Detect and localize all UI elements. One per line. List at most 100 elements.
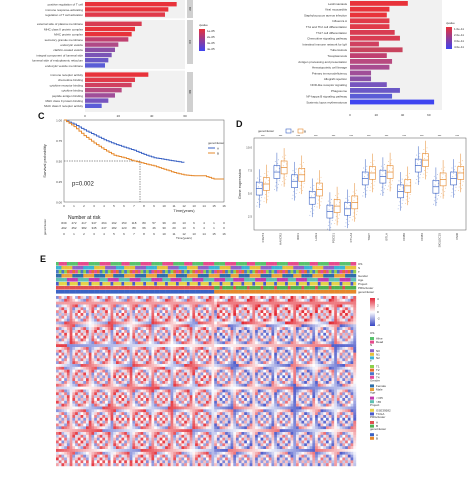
annot-cell (113, 274, 116, 278)
box-point (281, 184, 282, 185)
box-point (460, 171, 461, 172)
heatmap-cell (315, 324, 318, 327)
heatmap-cell (162, 353, 165, 356)
heatmap-cell (70, 370, 73, 373)
heatmap-cell (173, 381, 176, 384)
heatmap-cell (266, 370, 269, 373)
annot-cell (160, 278, 163, 282)
heatmap-cell (271, 373, 274, 376)
heatmap-cell (171, 319, 174, 322)
annot-cell (151, 266, 154, 270)
heatmap-cell (353, 353, 356, 356)
heatmap-cell (277, 333, 280, 336)
heatmap-cell (162, 299, 165, 302)
annot-cell (236, 282, 239, 286)
heatmap-cell (181, 296, 184, 299)
box-point (313, 189, 314, 190)
box-point (279, 168, 280, 169)
heatmap-cell (353, 341, 356, 344)
heatmap-cell (100, 378, 103, 381)
heatmap-cell (233, 310, 236, 313)
go-term-label: MHC class II protein binding (45, 99, 83, 103)
heatmap-cell (269, 347, 272, 350)
heatmap-cell (220, 367, 223, 370)
annot-cell (217, 286, 220, 290)
heatmap-cell (220, 324, 223, 327)
annot-cell (217, 270, 220, 274)
heatmap-cell (304, 324, 307, 327)
heatmap-cell (135, 336, 138, 339)
heatmap-cell (160, 330, 163, 333)
heatmap-cell (312, 319, 315, 322)
heatmap-cell (340, 299, 343, 302)
heatmap-cell (124, 322, 127, 325)
heatmap-cell (280, 316, 283, 319)
go-bar (85, 42, 118, 46)
annot-cell (269, 270, 272, 274)
heatmap-cell (285, 356, 288, 359)
heatmap-cell (255, 370, 258, 373)
km-xtick: 0 (63, 204, 65, 208)
heatmap-cell (263, 296, 266, 299)
heatmap-cell (206, 299, 209, 302)
kegg-term-label: Influenza A (332, 19, 347, 23)
heatmap-cell (102, 319, 105, 322)
heatmap-cell (113, 316, 116, 319)
heatmap-cell (250, 381, 253, 384)
heatmap-cell (78, 330, 81, 333)
annot-cell (228, 278, 231, 282)
annot-cell (149, 270, 152, 274)
heatmap-cell (165, 305, 168, 308)
heatmap-cell (121, 361, 124, 364)
heatmap-cell (70, 358, 73, 361)
heatmap-cell (195, 344, 198, 347)
annot-cell (201, 262, 204, 266)
heatmap-cell (301, 296, 304, 299)
heatmap-cell (195, 378, 198, 381)
heatmap-cell (119, 384, 122, 387)
heatmap-cell (154, 296, 157, 299)
heatmap-cell (179, 367, 182, 370)
heatmap-cell (86, 358, 89, 361)
heatmap-cell (130, 375, 133, 378)
heatmap-cell (266, 361, 269, 364)
kegg-xtick: 0 (349, 113, 351, 117)
annot-cell (154, 290, 157, 294)
heatmap-cell (187, 324, 190, 327)
heatmap-cell (146, 347, 149, 350)
annot-cell (277, 286, 280, 290)
heatmap-cell (173, 327, 176, 330)
heatmap-cell (168, 378, 171, 381)
heatmap-cell (157, 367, 160, 370)
heatmap-cell (192, 299, 195, 302)
heatmap-cell (255, 378, 258, 381)
heatmap-cell (340, 324, 343, 327)
heatmap-cell (288, 358, 291, 361)
heatmap-cell (247, 307, 250, 310)
heatmap-cell (89, 373, 92, 376)
heatmap-cell (146, 322, 149, 325)
km-legend-label: B (217, 152, 219, 156)
annot-cell (255, 290, 258, 294)
heatmap-cell (111, 384, 114, 387)
annot-cell (113, 262, 116, 266)
heatmap-cell (326, 361, 329, 364)
annot-cell (100, 270, 103, 274)
heatmap-cell (119, 310, 122, 313)
heatmap-cell (217, 353, 220, 356)
heatmap-cell (59, 353, 62, 356)
heatmap-cell (75, 310, 78, 313)
heatmap-cell (168, 316, 171, 319)
heatmap-cell (97, 330, 100, 333)
heatmap-cell (195, 356, 198, 359)
heatmap-cell (296, 375, 299, 378)
heatmap-cell (296, 310, 299, 313)
heatmap-cell (173, 324, 176, 327)
heatmap-cell (206, 358, 209, 361)
heatmap-cell (217, 373, 220, 376)
heatmap-cell (168, 381, 171, 384)
annot-cell (59, 266, 62, 270)
heatmap-cell (225, 370, 228, 373)
heatmap-cell (105, 319, 108, 322)
annot-cell (135, 286, 138, 290)
